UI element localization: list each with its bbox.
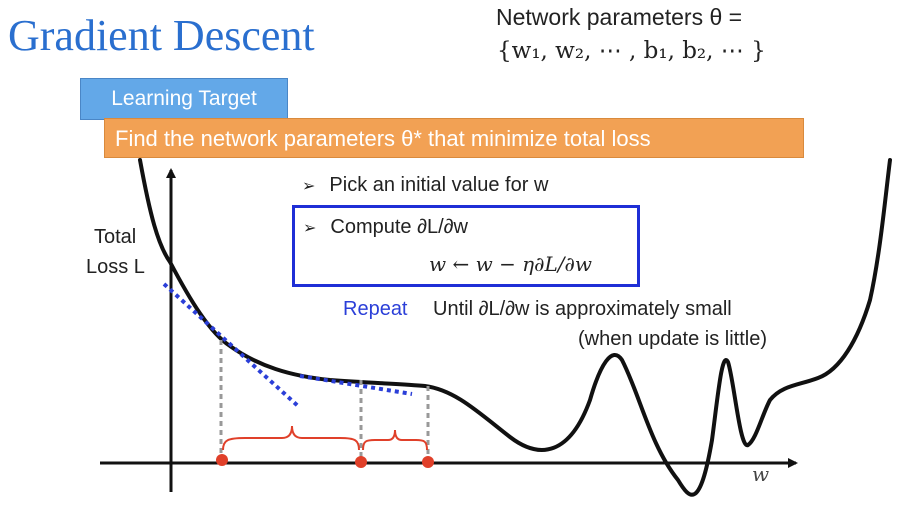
network-parameters-line2: {w₁, w₂, ⋯ , b₁, b₂, ⋯ } (497, 38, 766, 64)
brace-1 (222, 425, 360, 451)
bullet-arrow-icon: ➢ (303, 220, 317, 237)
step-pick-initial: ➢ Pick an initial value for w (302, 174, 548, 197)
slide-title: Gradient Descent (8, 11, 315, 60)
brace-2 (362, 429, 428, 451)
bullet-arrow-icon: ➢ (302, 178, 316, 195)
x-axis-label: w (752, 462, 770, 486)
step-compute-text: Compute ∂L/∂w (330, 216, 469, 238)
network-parameters-line1: Network parameters θ = (496, 4, 743, 30)
y-axis-label-line2: Loss L (86, 256, 145, 278)
tangent-line-1 (162, 282, 300, 408)
point-second (355, 456, 367, 468)
step-compute: ➢ Compute ∂L/∂w (303, 216, 468, 239)
loss-curve (138, 158, 892, 497)
learning-target-label: Learning Target (80, 78, 288, 120)
point-third (422, 456, 434, 468)
goal-banner: Find the network parameters θ* that mini… (104, 118, 804, 158)
update-note: (when update is little) (578, 328, 767, 350)
repeat-label: Repeat (343, 298, 408, 320)
tangent-line-2 (299, 374, 413, 396)
y-axis-label-line1: Total (94, 226, 137, 248)
update-rule: w ← w − η∂L/∂w (429, 252, 592, 276)
step-pick-initial-text: Pick an initial value for w (329, 174, 549, 196)
compute-box: ➢ Compute ∂L/∂w w ← w − η∂L/∂w (292, 205, 640, 287)
point-initial (216, 454, 228, 466)
until-text: Until ∂L/∂w is approximately small (433, 298, 732, 320)
